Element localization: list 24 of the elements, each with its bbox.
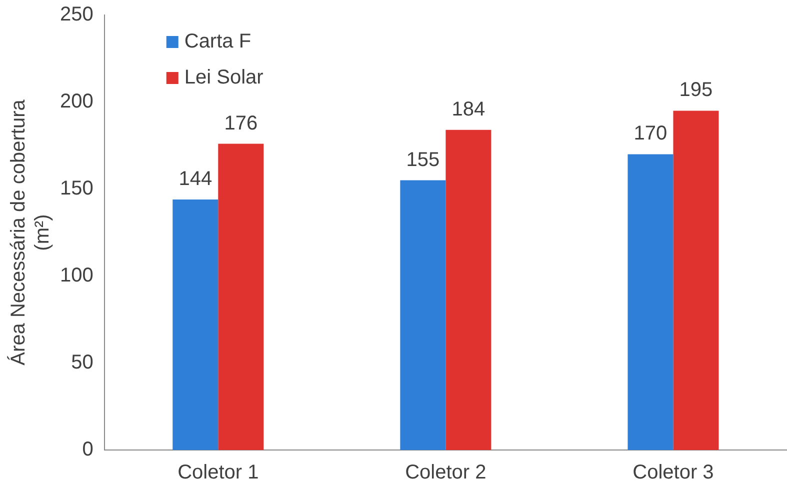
bar: [628, 154, 674, 450]
data-label: 144: [178, 168, 212, 190]
y-tick-label: 0: [82, 438, 94, 461]
x-tick-label: Coletor 3: [632, 462, 714, 484]
data-label: 184: [452, 98, 486, 120]
x-tick-label: Coletor 2: [405, 462, 486, 484]
legend-label: Carta F: [184, 30, 252, 53]
y-tick-label: 100: [60, 264, 94, 287]
y-tick-label: 200: [60, 90, 94, 113]
y-tick-label: 250: [60, 4, 94, 26]
bar: [172, 199, 218, 450]
legend-label: Lei Solar: [184, 66, 264, 89]
bar: [218, 144, 264, 450]
x-tick-label: Coletor 1: [178, 462, 259, 484]
y-axis-title: Área Necessária de cobertura (m²): [6, 98, 54, 366]
data-label: 195: [679, 79, 713, 102]
y-tick-label: 150: [60, 178, 94, 200]
data-label: 170: [634, 122, 668, 145]
data-label: 176: [224, 112, 258, 134]
bar: [400, 180, 446, 450]
bar: [446, 130, 492, 450]
y-tick-label: 50: [71, 352, 94, 374]
data-label: 155: [406, 148, 440, 171]
bar: [673, 110, 719, 450]
